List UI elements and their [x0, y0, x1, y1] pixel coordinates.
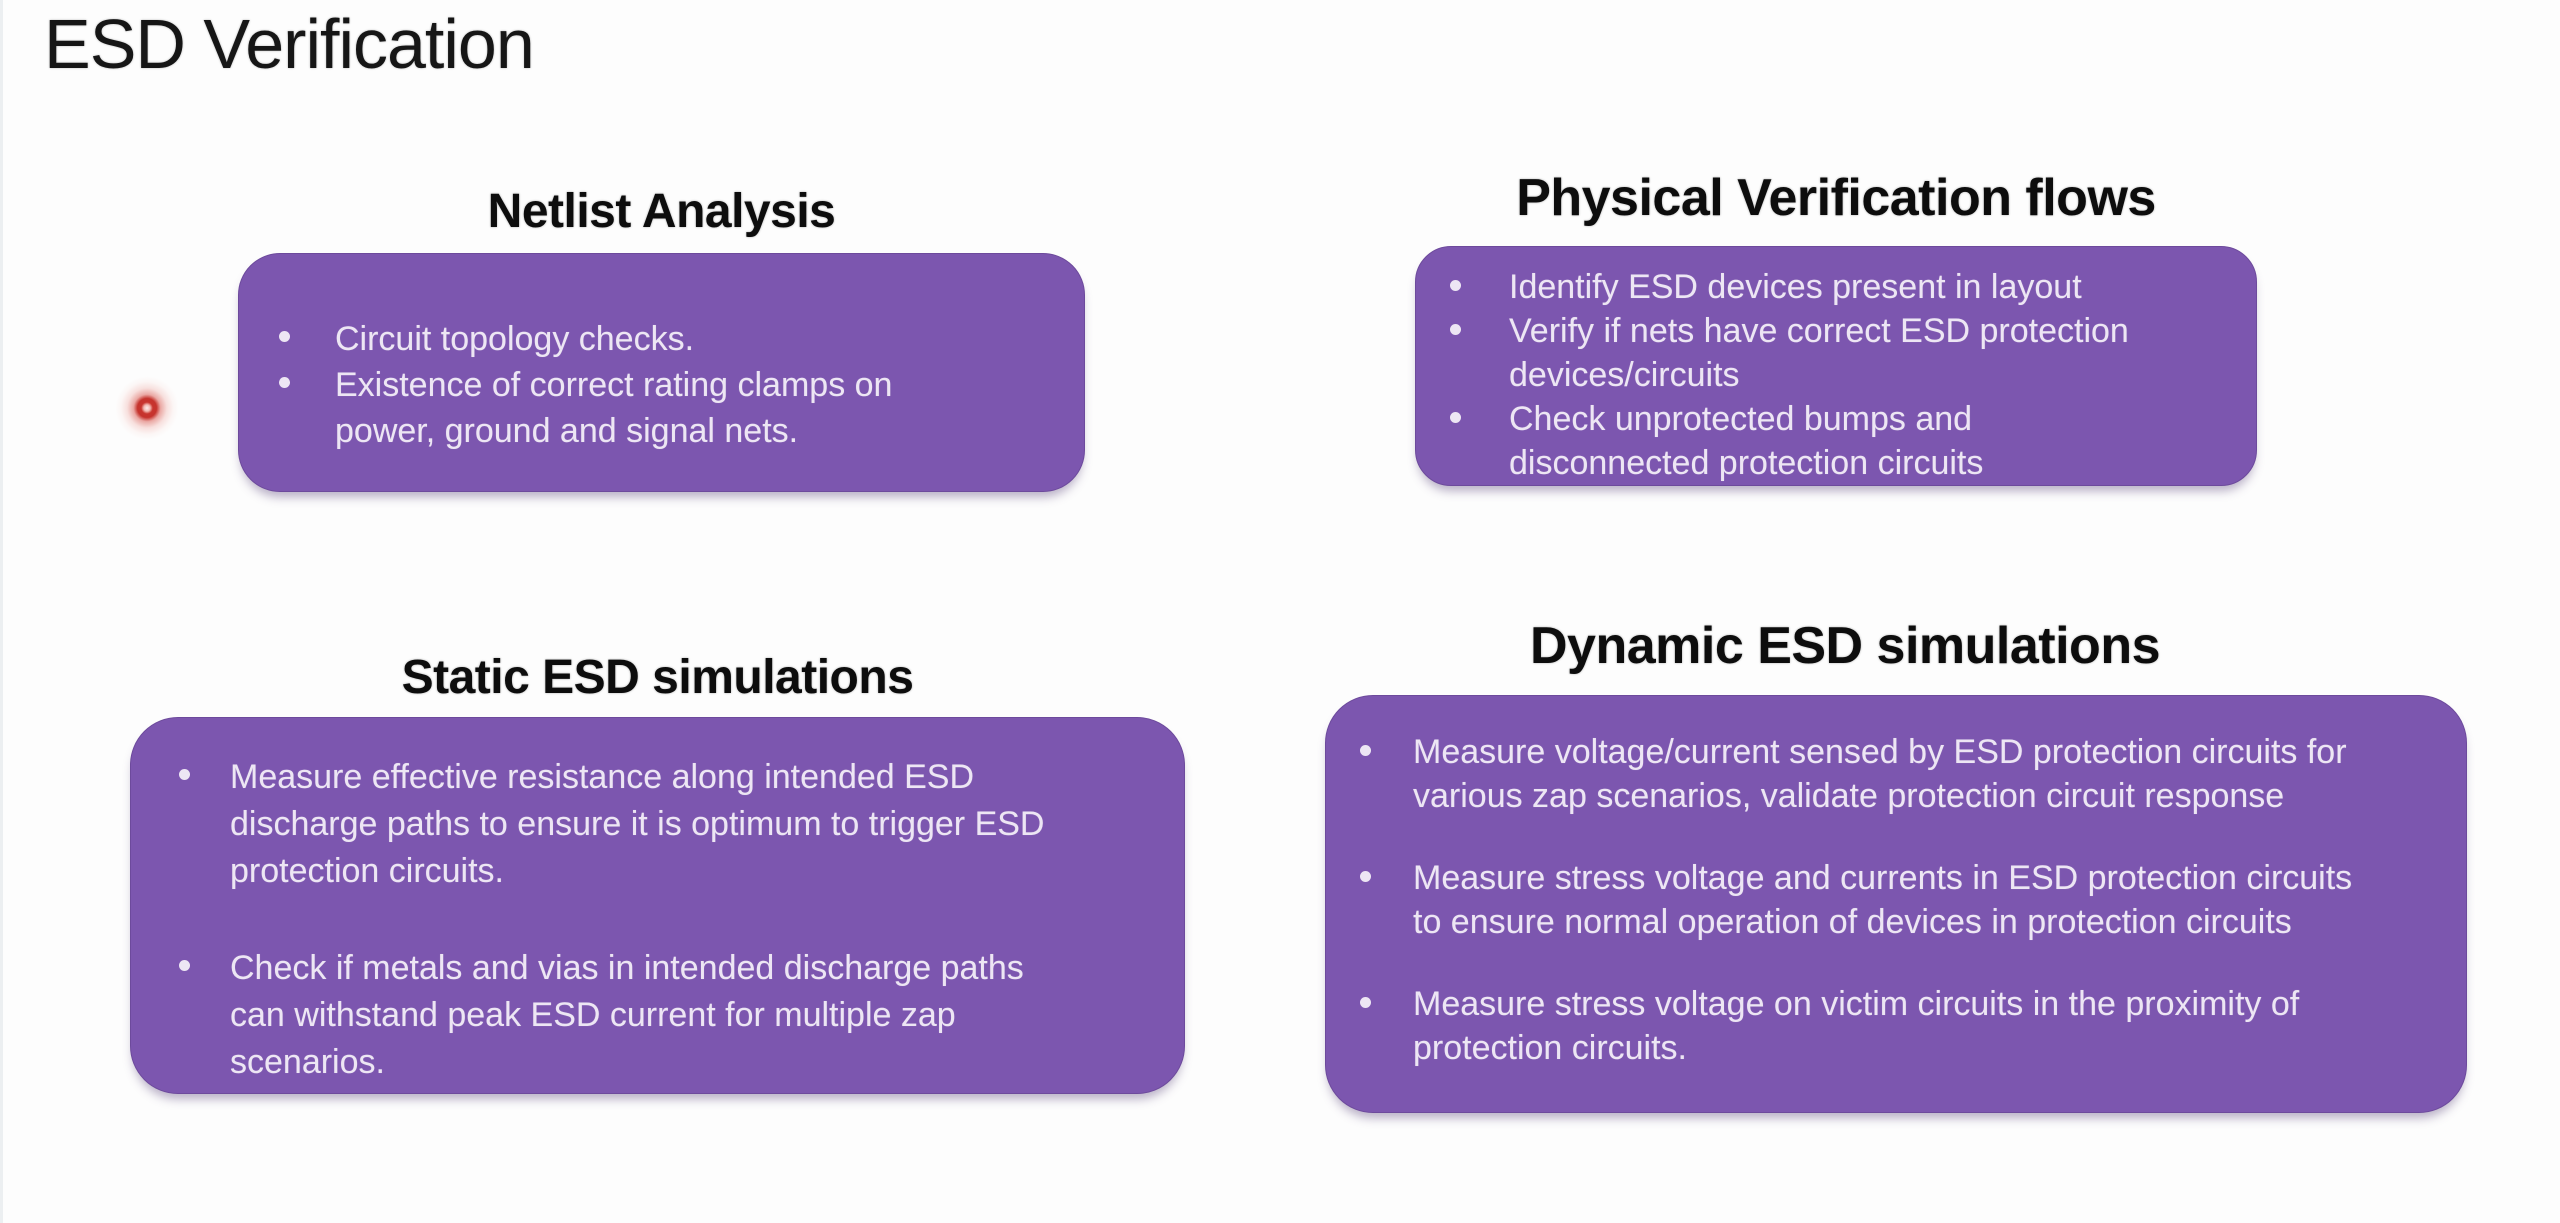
- bullet-item: Check if metals and vias in intended dis…: [175, 945, 1156, 1086]
- panel-physical-verification-flows: Identify ESD devices present in layout V…: [1415, 246, 2257, 486]
- bullet-dot-icon: [1360, 871, 1371, 882]
- panel-dynamic-esd-simulations: Measure voltage/current sensed by ESD pr…: [1325, 695, 2467, 1113]
- panel-netlist-analysis: Circuit topology checks. Existence of co…: [238, 253, 1085, 492]
- bullet-item: Check unprotected bumps and disconnected…: [1446, 397, 2232, 485]
- panel-static-esd-simulations: Measure effective resistance along inten…: [130, 717, 1185, 1094]
- bullet-dot-icon: [1450, 324, 1461, 335]
- bullet-dot-icon: [179, 769, 190, 780]
- bullet-item: Existence of correct rating clamps on po…: [273, 362, 1056, 454]
- bullet-item: Measure voltage/current sensed by ESD pr…: [1354, 730, 2438, 818]
- bullet-dot-icon: [279, 331, 290, 342]
- panel-heading-physical-verification-flows: Physical Verification flows: [1516, 169, 2156, 227]
- bullet-dot-icon: [1450, 280, 1461, 291]
- panel-heading-dynamic-esd-simulations: Dynamic ESD simulations: [1529, 617, 2161, 675]
- bullet-list: Measure voltage/current sensed by ESD pr…: [1354, 730, 2438, 1070]
- bullet-text: Existence of correct rating clamps on po…: [335, 366, 893, 450]
- bullet-text: Measure effective resistance along inten…: [230, 758, 1045, 890]
- bullet-item: Measure stress voltage on victim circuit…: [1354, 982, 2438, 1070]
- slide-left-edge: [0, 0, 3, 1223]
- bullet-item: Circuit topology checks.: [273, 316, 1056, 362]
- bullet-dot-icon: [179, 960, 190, 971]
- bullet-text: Measure stress voltage on victim circuit…: [1413, 985, 2300, 1067]
- bullet-text: Check unprotected bumps and disconnected…: [1509, 400, 1984, 482]
- bullet-text: Check if metals and vias in intended dis…: [230, 949, 1024, 1081]
- page-title: ESD Verification: [44, 5, 535, 83]
- bullet-dot-icon: [1450, 412, 1461, 423]
- bullet-list: Circuit topology checks. Existence of co…: [273, 316, 1056, 454]
- bullet-text: Circuit topology checks.: [335, 320, 695, 358]
- bullet-dot-icon: [1360, 745, 1371, 756]
- bullet-text: Verify if nets have correct ESD protecti…: [1509, 312, 2129, 394]
- bullet-item: Identify ESD devices present in layout: [1446, 265, 2232, 309]
- laser-pointer-dot: [115, 376, 179, 440]
- bullet-item: Verify if nets have correct ESD protecti…: [1446, 309, 2232, 397]
- bullet-dot-icon: [279, 377, 290, 388]
- panel-heading-static-esd-simulations: Static ESD simulations: [401, 651, 914, 704]
- bullet-item: Measure stress voltage and currents in E…: [1354, 856, 2438, 944]
- bullet-dot-icon: [1360, 997, 1371, 1008]
- bullet-list: Identify ESD devices present in layout V…: [1446, 265, 2232, 485]
- bullet-text: Measure voltage/current sensed by ESD pr…: [1413, 733, 2347, 815]
- bullet-list: Measure effective resistance along inten…: [175, 754, 1156, 1086]
- panel-heading-netlist-analysis: Netlist Analysis: [487, 185, 836, 238]
- bullet-text: Identify ESD devices present in layout: [1509, 268, 2082, 306]
- bullet-text: Measure stress voltage and currents in E…: [1413, 859, 2353, 941]
- bullet-item: Measure effective resistance along inten…: [175, 754, 1156, 895]
